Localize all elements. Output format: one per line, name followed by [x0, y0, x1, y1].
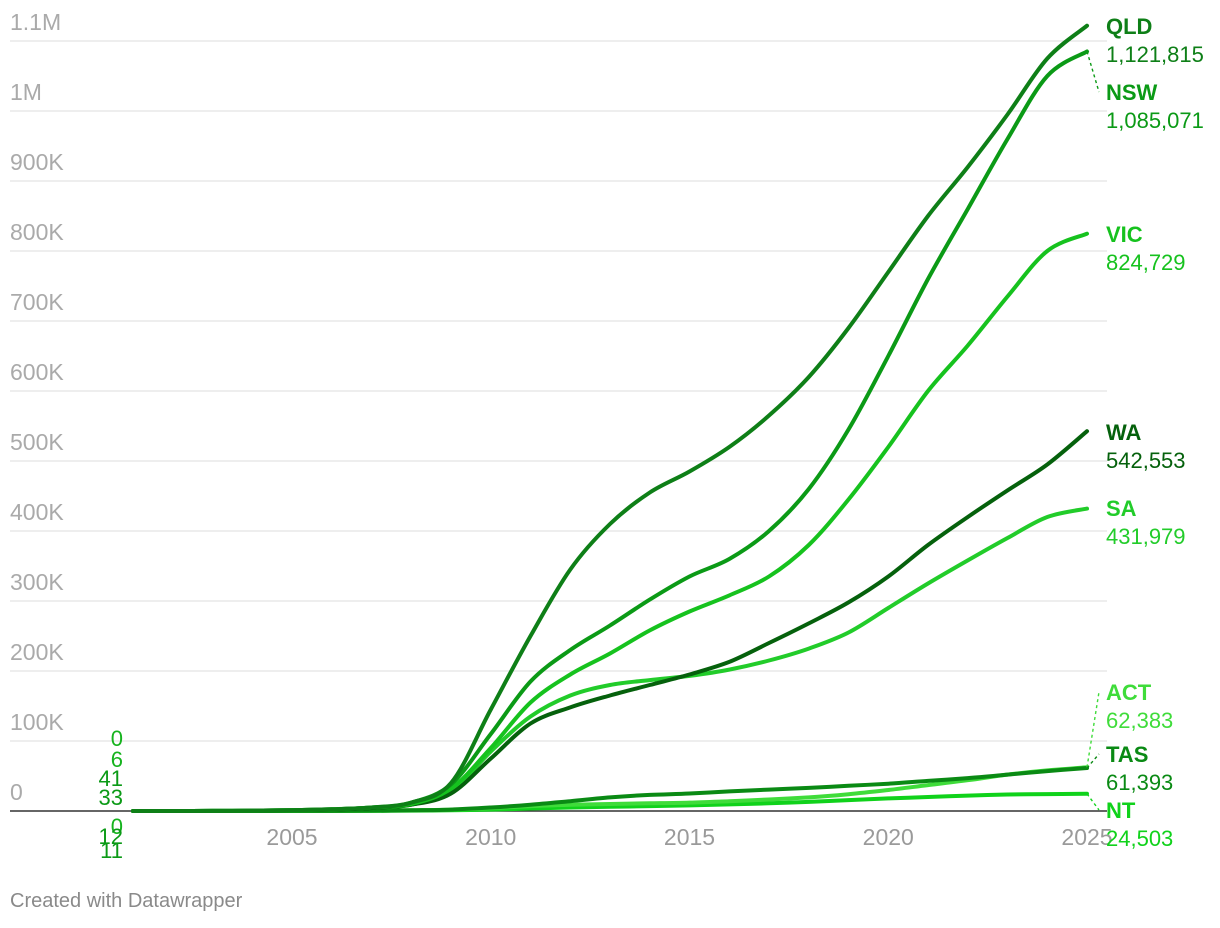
x-tick-label: 2025: [1061, 824, 1112, 850]
y-tick-label: 300K: [10, 569, 64, 595]
end-label-name-nt: NT: [1106, 798, 1136, 823]
y-tick-label: 1.1M: [10, 9, 61, 35]
start-value-label: 12: [99, 824, 123, 849]
leader-line-act: [1086, 691, 1100, 768]
start-value-label: 0: [111, 726, 123, 751]
y-axis-tick-labels: 0 100K 200K 300K 400K 500K 600K 700K 800K 900K 1M 1…: [10, 9, 64, 805]
end-label-name-act: ACT: [1106, 680, 1152, 705]
x-axis-tick-labels: 2005 2010 2015 2020 2025: [266, 824, 1112, 850]
end-label-name-sa: SA: [1106, 496, 1137, 521]
y-tick-label: 500K: [10, 429, 64, 455]
series-line-act: [131, 765, 1089, 813]
end-label-value-qld: 1,121,815: [1106, 42, 1204, 67]
y-tick-label: 100K: [10, 709, 64, 735]
leader-line-nt: [1086, 793, 1100, 811]
y-tick-label: 900K: [10, 149, 64, 175]
series-line-wa: [131, 429, 1089, 813]
x-tick-label: 2010: [465, 824, 516, 850]
leader-line-nsw: [1086, 51, 1100, 93]
series-lines: [131, 23, 1089, 813]
line-chart: 0 100K 200K 300K 400K 500K 600K 700K 800K 900K 1M 1…: [10, 9, 1204, 863]
end-label-name-nsw: NSW: [1106, 80, 1158, 105]
y-tick-label: 200K: [10, 639, 64, 665]
y-tick-label: 400K: [10, 499, 64, 525]
end-label-value-wa: 542,553: [1106, 448, 1186, 473]
y-tick-label: 0: [10, 779, 23, 805]
leader-line-tas: [1086, 753, 1100, 769]
x-tick-label: 2020: [863, 824, 914, 850]
end-label-name-wa: WA: [1106, 420, 1142, 445]
end-label-name-vic: VIC: [1106, 222, 1143, 247]
end-label-value-nsw: 1,085,071: [1106, 108, 1204, 133]
end-label-name-qld: QLD: [1106, 14, 1152, 39]
label-leader-lines: [1086, 51, 1100, 811]
end-label-name-tas: TAS: [1106, 742, 1148, 767]
end-label-value-sa: 431,979: [1106, 524, 1186, 549]
end-label-value-tas: 61,393: [1106, 770, 1173, 795]
y-tick-label: 700K: [10, 289, 64, 315]
end-label-value-nt: 24,503: [1106, 826, 1173, 851]
start-value-label: 33: [99, 785, 123, 810]
end-label-value-act: 62,383: [1106, 708, 1173, 733]
x-tick-label: 2005: [266, 824, 317, 850]
y-tick-label: 800K: [10, 219, 64, 245]
credit-text: Created with Datawrapper: [10, 890, 243, 912]
x-tick-label: 2015: [664, 824, 715, 850]
y-tick-label: 600K: [10, 359, 64, 385]
series-line-sa: [131, 506, 1089, 813]
start-value-label: 6: [111, 747, 123, 772]
series-line-qld: [131, 23, 1089, 813]
end-label-value-vic: 824,729: [1106, 250, 1186, 275]
start-value-label: 41: [99, 766, 123, 791]
start-value-label: 0: [111, 814, 123, 839]
gridlines: [10, 40, 1107, 812]
start-value-label: 11: [100, 838, 123, 863]
y-tick-label: 1M: [10, 79, 42, 105]
end-labels: QLD 1,121,815 NSW 1,085,071 VIC 824,729 WA 542,…: [1106, 14, 1204, 851]
